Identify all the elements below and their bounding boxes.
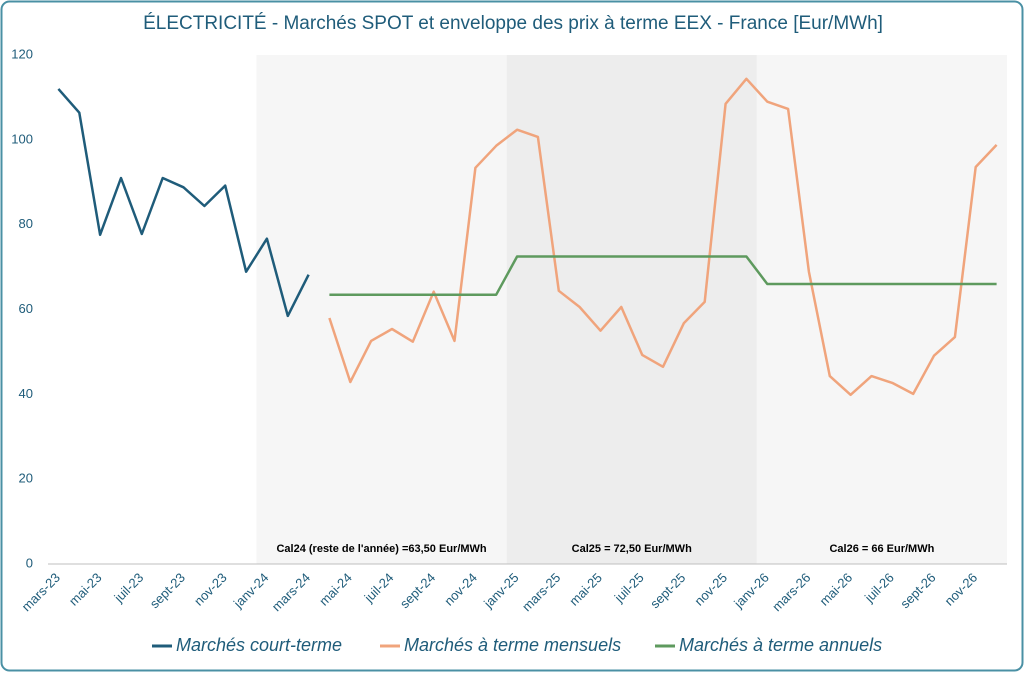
chart-title: ÉLECTRICITÉ - Marchés SPOT et enveloppe … [143,13,883,34]
period-label: Cal26 = 66 Eur/MWh [829,543,934,555]
y-tick-label: 40 [19,386,33,401]
y-tick-label: 60 [19,301,33,316]
period-band [756,55,1007,564]
period-label: Cal24 (reste de l'année) =63,50 Eur/MWh [276,543,486,555]
period-label: Cal25 = 72,50 Eur/MWh [572,543,692,555]
y-tick-label: 120 [11,46,33,61]
y-tick-label: 0 [26,555,33,570]
series-line [57,88,310,318]
y-tick-label: 100 [11,131,33,146]
y-tick-label: 20 [19,471,33,486]
legend-label: Marchés court-terme [176,635,342,655]
legend-label: Marchés à terme mensuels [404,635,621,655]
period-band [506,55,757,564]
period-band [256,55,507,564]
legend-label: Marchés à terme annuels [679,635,882,655]
series-line [328,77,998,397]
series-line [329,255,997,296]
y-tick-label: 80 [19,216,33,231]
